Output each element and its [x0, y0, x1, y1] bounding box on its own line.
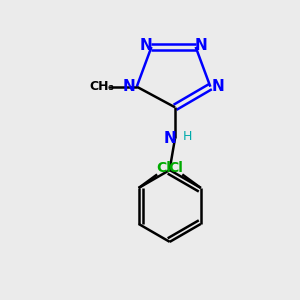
Text: N: N — [140, 38, 152, 53]
Text: CH₃: CH₃ — [89, 80, 114, 93]
Text: H: H — [183, 130, 192, 143]
Text: N: N — [164, 131, 176, 146]
Text: N: N — [195, 38, 207, 53]
Text: Cl: Cl — [156, 161, 171, 175]
Text: N: N — [211, 79, 224, 94]
Text: N: N — [123, 79, 136, 94]
Text: Cl: Cl — [168, 161, 183, 175]
